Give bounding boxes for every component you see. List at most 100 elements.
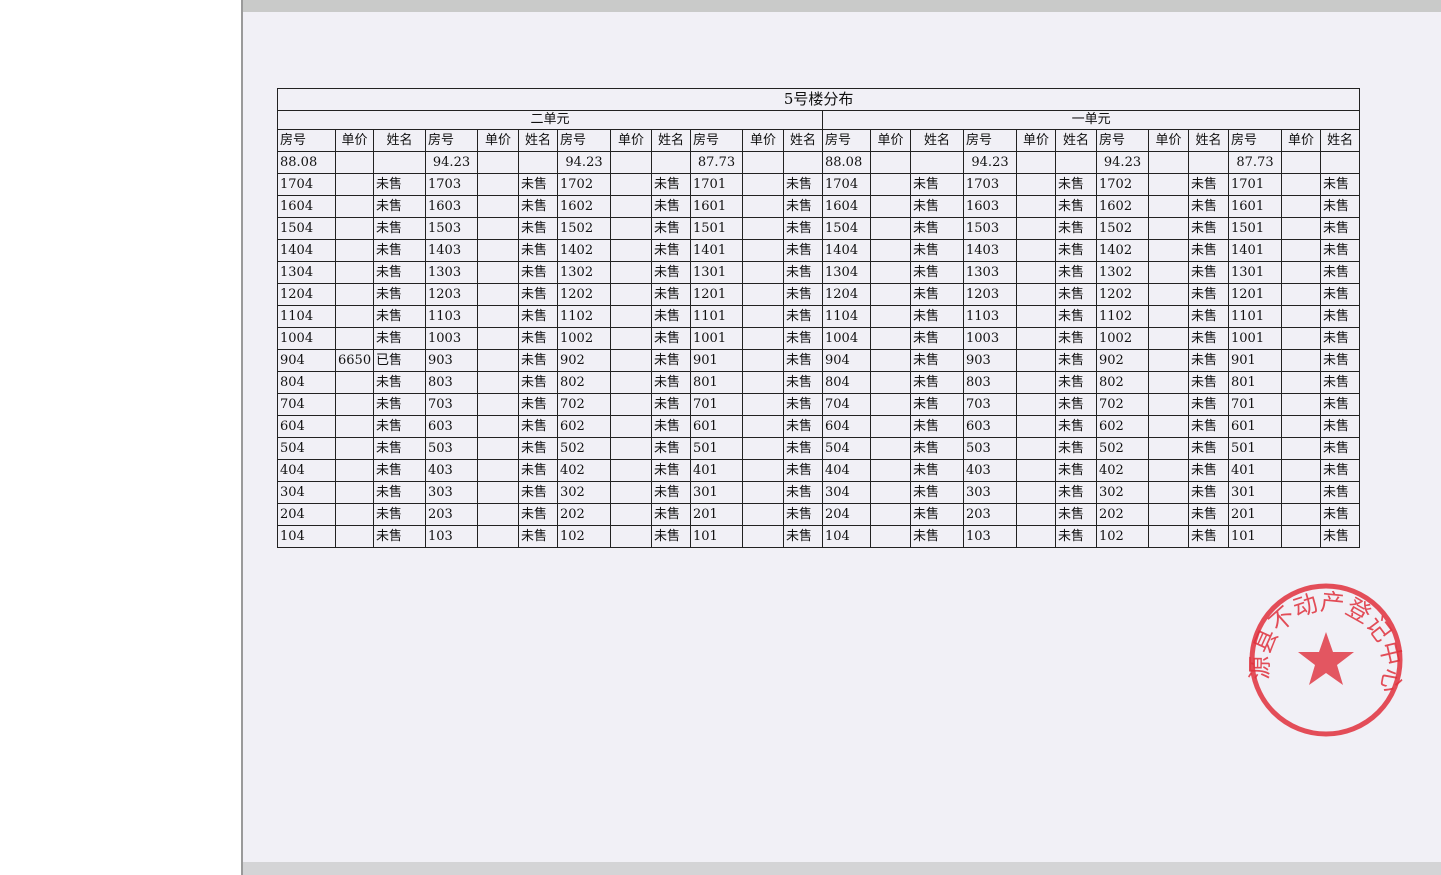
name-cell: 未售: [1055, 261, 1097, 284]
name-cell: 未售: [651, 437, 691, 460]
room-number-cell: 1302: [557, 261, 611, 284]
room-number-cell: 1004: [822, 327, 871, 350]
room-number-cell: 703: [425, 393, 478, 416]
room-number-cell: 903: [425, 349, 478, 372]
room-number-cell: 604: [822, 415, 871, 438]
unit-price-cell: [477, 481, 519, 504]
unit-price-cell: [610, 371, 652, 394]
room-number-cell: 501: [1228, 437, 1282, 460]
room-number-cell: 1104: [277, 305, 336, 328]
name-cell: 未售: [783, 327, 823, 350]
unit-price-cell: [610, 327, 652, 350]
name-cell: 未售: [518, 393, 558, 416]
unit-price-cell: [870, 503, 911, 526]
room-number-cell: 302: [1096, 481, 1149, 504]
unit-price-cell: 单价: [1281, 129, 1321, 152]
room-number-cell: 1301: [690, 261, 743, 284]
unit-price-cell: [742, 459, 784, 482]
name-cell: [1055, 151, 1097, 174]
name-cell: 未售: [1319, 239, 1361, 262]
unit-price-cell: [477, 393, 519, 416]
table-row: 804 未售 803 未售 802 未售 801 未售 804 未售 803 未售 802 未售 801 未售: [277, 371, 1361, 394]
name-cell: 未售: [783, 393, 823, 416]
unit-price-cell: [610, 305, 652, 328]
name-cell: 未售: [373, 327, 426, 350]
room-number-cell: 903: [963, 349, 1017, 372]
room-number-cell: 94.23: [963, 151, 1017, 174]
unit-price-cell: [742, 151, 784, 174]
room-number-cell: 1103: [963, 305, 1017, 328]
unit-price-cell: [1281, 151, 1321, 174]
name-cell: 未售: [910, 173, 964, 196]
name-cell: 未售: [783, 437, 823, 460]
table-row: 1504 未售 1503 未售 1502 未售 1501 未售 1504 未售 1503 未售 1502…: [277, 217, 1361, 240]
unit-price-cell: [335, 525, 374, 548]
name-cell: 未售: [1188, 283, 1229, 306]
room-number-cell: 201: [690, 503, 743, 526]
unit-price-cell: [610, 217, 652, 240]
room-number-cell: 1401: [690, 239, 743, 262]
unit-price-cell: [610, 415, 652, 438]
unit-price-cell: [1016, 195, 1056, 218]
name-cell: 未售: [1055, 239, 1097, 262]
unit-price-cell: [1281, 173, 1321, 196]
room-number-cell: 503: [425, 437, 478, 460]
name-cell: 未售: [518, 371, 558, 394]
name-cell: 未售: [1319, 459, 1361, 482]
room-number-cell: 302: [557, 481, 611, 504]
room-number-cell: 1402: [557, 239, 611, 262]
unit-price-cell: [335, 415, 374, 438]
name-cell: 未售: [1055, 481, 1097, 504]
unit-price-cell: [1281, 481, 1321, 504]
table-row: 304 未售 303 未售 302 未售 301 未售 304 未售 303 未售 302 未售 301 未售: [277, 481, 1361, 504]
unit-header-1: 一单元: [821, 110, 1361, 130]
name-cell: 未售: [910, 327, 964, 350]
unit-price-cell: [477, 371, 519, 394]
name-cell: 未售: [1055, 349, 1097, 372]
unit-price-cell: [610, 173, 652, 196]
unit-price-cell: [1281, 503, 1321, 526]
name-cell: 未售: [1188, 173, 1229, 196]
name-cell: 未售: [910, 305, 964, 328]
unit-price-cell: [1281, 415, 1321, 438]
room-number-cell: 504: [822, 437, 871, 460]
unit-price-cell: [477, 217, 519, 240]
unit-price-cell: [742, 525, 784, 548]
table-row: 204 未售 203 未售 202 未售 201 未售 204 未售 203 未售 202 未售 201 未售: [277, 503, 1361, 526]
table-row: 504 未售 503 未售 502 未售 501 未售 504 未售 503 未售 502 未售 501 未售: [277, 437, 1361, 460]
room-number-cell: 403: [963, 459, 1017, 482]
unit-price-cell: [610, 459, 652, 482]
table-row: 1104 未售 1103 未售 1102 未售 1101 未售 1104 未售 1103 未售 1102…: [277, 305, 1361, 328]
room-number-cell: 902: [557, 349, 611, 372]
name-cell: 未售: [373, 173, 426, 196]
unit-price-cell: [477, 283, 519, 306]
unit-price-cell: 单价: [477, 129, 519, 152]
room-number-cell: 1201: [1228, 283, 1282, 306]
name-cell: 未售: [1319, 503, 1361, 526]
room-number-cell: 104: [277, 525, 336, 548]
room-number-cell: 504: [277, 437, 336, 460]
name-cell: 未售: [1055, 415, 1097, 438]
name-cell: 未售: [910, 261, 964, 284]
name-cell: 未售: [651, 503, 691, 526]
scan-edge-left: [241, 0, 243, 875]
room-number-cell: 101: [690, 525, 743, 548]
unit-price-cell: [610, 481, 652, 504]
unit-price-cell: [1148, 327, 1189, 350]
room-number-cell: 1003: [963, 327, 1017, 350]
name-cell: 未售: [651, 371, 691, 394]
name-cell: 未售: [783, 283, 823, 306]
name-cell: 未售: [518, 349, 558, 372]
name-cell: 未售: [651, 283, 691, 306]
unit-price-cell: [335, 173, 374, 196]
name-cell: [1188, 151, 1229, 174]
name-cell: 未售: [910, 459, 964, 482]
name-cell: 未售: [651, 415, 691, 438]
unit-price-cell: [335, 305, 374, 328]
unit-price-cell: [610, 261, 652, 284]
unit-price-cell: [335, 437, 374, 460]
unit-price-cell: [477, 173, 519, 196]
room-number-cell: 701: [690, 393, 743, 416]
unit-price-cell: [1281, 349, 1321, 372]
name-cell: 未售: [1055, 327, 1097, 350]
